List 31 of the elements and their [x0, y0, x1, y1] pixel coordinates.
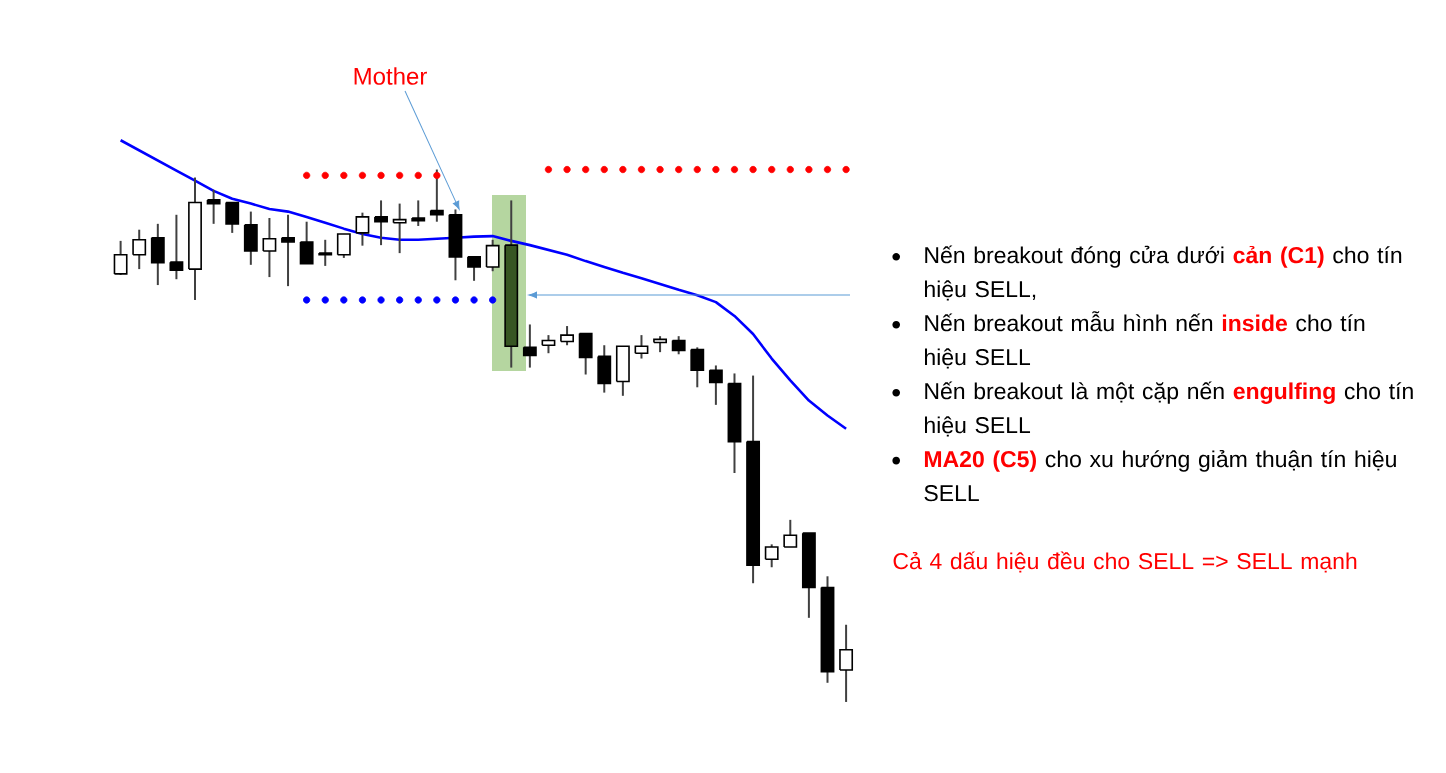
text: MA20 (C5) cho xu hướng giảm thuận tín hiệu SELL: [924, 449, 1396, 502]
candlestick: [411, 199, 426, 227]
candlestick: [392, 202, 407, 255]
candlestick: [578, 332, 593, 376]
candlestick: [671, 335, 686, 356]
candlestick: [485, 238, 500, 273]
candlestick: [318, 238, 333, 267]
candlestick: [225, 201, 240, 234]
candlestick: [634, 334, 649, 360]
candlestick: [336, 232, 351, 259]
text: Mother: [354, 67, 427, 85]
candlestick: [467, 255, 481, 282]
candlestick: [206, 188, 221, 225]
candlestick: [169, 213, 184, 281]
candlestick: [560, 325, 574, 347]
candlestick: [522, 323, 537, 369]
candlestick: [262, 216, 277, 279]
candlestick: [281, 213, 295, 288]
candlestick: [541, 334, 556, 355]
candlestick: [783, 518, 798, 549]
candlestick: [839, 623, 854, 703]
candlestick: [708, 364, 723, 406]
candlestick: [113, 239, 128, 276]
candlestick: [132, 228, 147, 271]
candlestick: [374, 199, 388, 247]
candlestick: [355, 211, 370, 247]
text: Cả 4 dấu hiệu đều cho SELL => SELL mạnh: [893, 551, 1357, 573]
candlestick: [429, 168, 444, 223]
candlestick: [690, 346, 705, 389]
candlestick: [764, 543, 779, 569]
candlestick: [299, 220, 314, 265]
